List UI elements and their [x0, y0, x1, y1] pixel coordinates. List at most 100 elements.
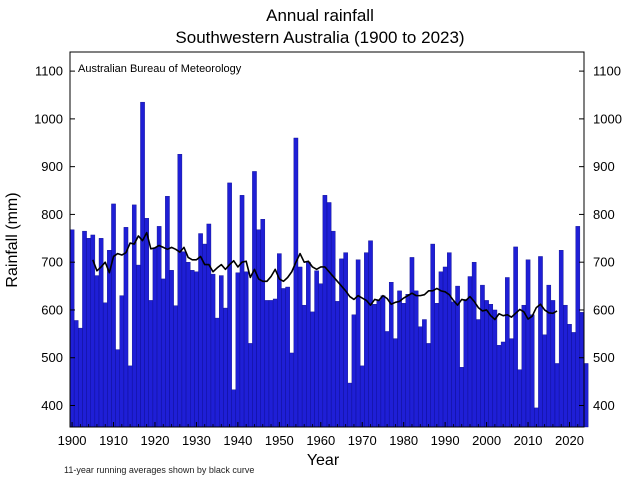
bar-1917	[140, 101, 145, 428]
bar-1978	[393, 338, 398, 428]
y-tick-label-left-400: 400	[41, 398, 63, 413]
bar-1956	[301, 304, 307, 428]
bar-1903	[82, 230, 87, 428]
bar-2015	[546, 284, 552, 428]
bar-1927	[181, 251, 187, 428]
bar-1983	[413, 290, 419, 428]
bar-1928	[185, 261, 191, 428]
bar-1955	[297, 266, 303, 428]
bar-1949	[272, 298, 278, 428]
bar-1959	[314, 270, 319, 428]
bar-1947	[264, 300, 270, 428]
bar-1981	[405, 294, 411, 428]
running-average-line	[92, 231, 558, 321]
bar-1921	[156, 226, 162, 428]
bar-1973	[372, 304, 377, 428]
bar-1908	[102, 302, 108, 428]
bar-1909	[107, 250, 112, 428]
bar-1938	[227, 182, 232, 428]
bar-1963	[330, 230, 336, 428]
bar-1952	[285, 286, 290, 428]
bar-1945	[256, 229, 261, 428]
bar-1929	[190, 270, 195, 428]
bar-1932	[202, 243, 207, 428]
bar-2000	[484, 300, 489, 428]
bar-1906	[94, 275, 100, 428]
bar-1958	[310, 311, 315, 428]
bar-1922	[160, 278, 166, 428]
bar-1971	[364, 252, 369, 428]
bar-1979	[397, 290, 402, 428]
bar-2009	[521, 304, 527, 428]
bar-1911	[115, 349, 120, 428]
bar-1924	[169, 270, 174, 428]
bar-1954	[293, 137, 299, 428]
bar-series	[69, 101, 589, 428]
bar-2011	[529, 314, 535, 428]
bar-1968	[351, 314, 357, 428]
bar-2002	[492, 309, 498, 428]
bar-1975	[380, 295, 386, 428]
bar-1918	[144, 218, 149, 428]
bar-1913	[123, 227, 129, 428]
bar-2008	[517, 369, 523, 428]
bar-1900	[69, 229, 75, 428]
y-tick-label-right-900: 900	[593, 159, 615, 174]
bar-1991	[447, 252, 452, 428]
x-tick-label-1900: 1900	[58, 433, 87, 448]
bar-1970	[359, 365, 365, 428]
bar-2006	[509, 338, 514, 428]
bar-1976	[384, 331, 390, 428]
x-tick-label-2020: 2020	[555, 433, 584, 448]
x-tick-label-1920: 1920	[141, 433, 170, 448]
bar-1988	[434, 303, 440, 428]
bar-1948	[268, 300, 274, 428]
x-tick-label-1930: 1930	[182, 433, 211, 448]
x-tick-label-1980: 1980	[389, 433, 418, 448]
attribution-text: Australian Bureau of Meteorology	[78, 63, 242, 75]
x-tick-label-2000: 2000	[472, 433, 501, 448]
y-tick-label-left-600: 600	[41, 302, 63, 317]
bar-1939	[231, 389, 237, 428]
bar-1935	[214, 317, 220, 428]
bar-1910	[111, 203, 116, 428]
bar-1986	[426, 343, 431, 428]
bar-2014	[542, 334, 547, 428]
bar-2007	[513, 246, 518, 428]
x-tick-label-1940: 1940	[223, 433, 252, 448]
bar-2005	[505, 277, 510, 428]
bar-2023	[579, 312, 585, 428]
bar-1961	[322, 195, 328, 428]
bar-2003	[496, 345, 502, 428]
bar-1966	[343, 252, 348, 428]
plot-frame	[69, 51, 585, 428]
bar-2016	[550, 300, 556, 428]
y-tick-label-left-700: 700	[41, 255, 63, 270]
x-tick-label-1950: 1950	[265, 433, 294, 448]
y-axis-label: Rainfall (mm)	[4, 192, 21, 287]
bar-1904	[86, 238, 91, 428]
bar-2019	[563, 304, 568, 428]
bar-1980	[401, 303, 406, 428]
y-tick-label-right-1100: 1100	[593, 64, 621, 79]
bar-1902	[78, 327, 83, 428]
bar-1994	[459, 367, 464, 428]
bar-1920	[152, 247, 158, 428]
bar-2013	[538, 256, 543, 428]
bar-1923	[165, 196, 170, 428]
y-tick-label-right-600: 600	[593, 302, 615, 317]
bar-1992	[451, 301, 456, 428]
bar-1999	[480, 284, 485, 428]
x-tick-label-1910: 1910	[99, 433, 128, 448]
bar-1914	[127, 365, 133, 428]
y-tick-label-left-900: 900	[41, 159, 63, 174]
bar-1933	[206, 223, 212, 428]
bar-1953	[289, 352, 295, 428]
bar-1925	[173, 305, 178, 428]
y-tick-label-left-1100: 1100	[35, 64, 63, 79]
bar-2010	[525, 259, 531, 428]
bar-1944	[252, 171, 257, 428]
bar-1915	[131, 204, 137, 428]
axis-ticks: 400 400 500 500 600 600 700 700 800 800 900 900 1000…	[34, 64, 622, 448]
bar-2021	[571, 332, 576, 428]
